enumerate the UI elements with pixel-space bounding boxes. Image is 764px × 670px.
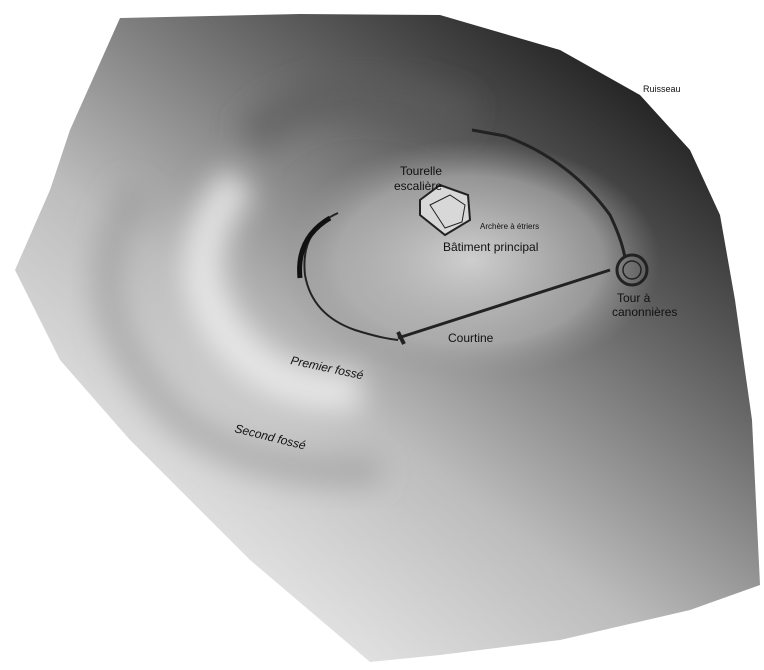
label: Tourelle — [400, 164, 442, 178]
label: canonnières — [612, 305, 677, 319]
label: escalière — [394, 179, 442, 193]
label: Archère à étriers — [480, 222, 539, 231]
walls — [297, 128, 649, 345]
label: Bâtiment principal — [443, 240, 538, 254]
label: Ruisseau — [643, 84, 681, 94]
label: Tour à — [617, 291, 651, 305]
label: Courtine — [448, 331, 494, 345]
